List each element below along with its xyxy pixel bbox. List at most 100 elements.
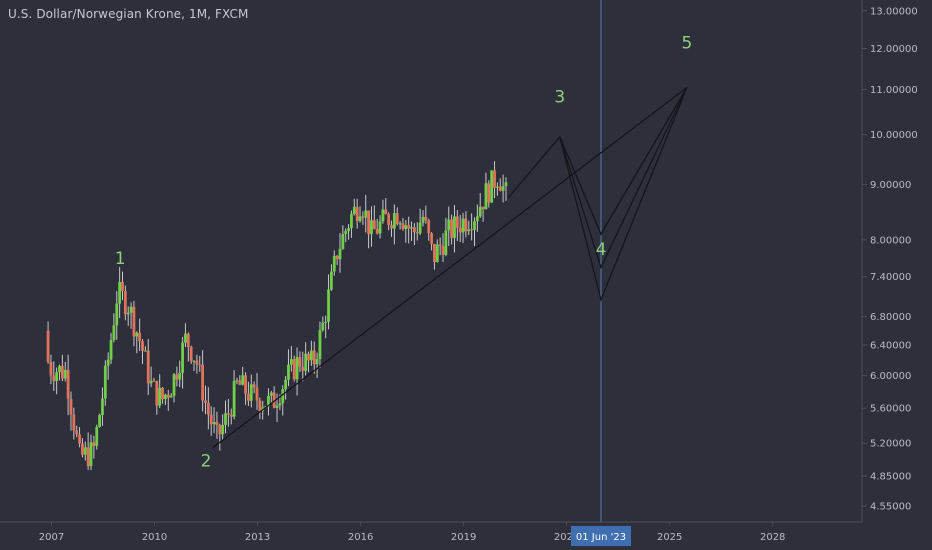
candle-down	[481, 206, 485, 210]
candle-up	[404, 225, 408, 230]
candle-down	[204, 400, 207, 403]
candle-up	[410, 227, 413, 229]
candle-down	[244, 375, 247, 394]
candle-up	[467, 229, 471, 232]
candle-down	[312, 350, 316, 365]
candle-down	[201, 364, 205, 401]
candle-up	[109, 340, 113, 360]
time-tick-label: 2007	[39, 532, 64, 543]
candle-down	[395, 213, 399, 225]
candle-down	[218, 424, 222, 435]
candle-down	[152, 380, 156, 382]
candle-up	[158, 387, 162, 406]
candle-up	[232, 380, 236, 417]
candle-down	[138, 332, 142, 342]
candle-up	[281, 389, 285, 404]
price-tick-label: 12.00000	[870, 44, 918, 55]
candle-up	[63, 369, 67, 379]
candle-down	[226, 413, 230, 415]
price-tick-label: 9.00000	[870, 180, 911, 191]
candle-up	[461, 218, 465, 233]
candle-up	[350, 213, 353, 229]
candle-up	[178, 372, 182, 380]
candle-down	[247, 393, 250, 401]
candle-up	[418, 222, 422, 234]
candle-up	[352, 206, 356, 214]
candle-down	[427, 220, 431, 234]
time-tick-label: 2025	[657, 532, 682, 543]
candle-up	[315, 359, 319, 365]
candle-down	[81, 443, 84, 455]
candle-up	[192, 360, 196, 362]
candle-up	[112, 325, 116, 341]
time-tick-label: 2013	[245, 532, 270, 543]
candle-up	[484, 183, 488, 210]
candle-down	[487, 183, 491, 203]
candle-down	[86, 447, 90, 467]
candle-down	[60, 365, 64, 379]
candle-down	[361, 216, 365, 218]
price-tick-label: 11.00000	[870, 85, 918, 96]
candle-down	[46, 330, 50, 362]
candle-up	[284, 379, 288, 390]
candle-up	[249, 384, 253, 401]
candle-down	[455, 216, 459, 228]
candle-down	[209, 414, 213, 425]
candle-up	[332, 255, 336, 272]
candle-down	[195, 360, 199, 365]
candle-down	[132, 306, 136, 337]
candle-down	[255, 387, 259, 401]
candle-up	[392, 213, 396, 229]
candle-down	[121, 282, 124, 291]
candle-down	[69, 398, 73, 415]
candle-down	[66, 369, 70, 399]
candle-up	[347, 228, 350, 232]
candle-up	[289, 359, 293, 365]
candle-up	[338, 248, 342, 260]
trendline-2-to-5[interactable]	[212, 86, 688, 449]
candle-down	[123, 290, 127, 315]
cursor-date-label: 01 Jun '23	[576, 532, 626, 543]
candle-down	[206, 402, 210, 415]
chart-title: U.S. Dollar/Norwegian Krone, 1M, FXCM	[8, 7, 249, 21]
candle-up	[309, 350, 313, 361]
candle-up	[129, 306, 133, 313]
candle-up	[143, 350, 147, 352]
candle-up	[287, 364, 290, 380]
candle-up	[341, 234, 345, 249]
candle-down	[307, 353, 310, 361]
candle-down	[298, 357, 302, 367]
wave-label-4: 4	[596, 240, 607, 260]
wave-4-alt-b[interactable]	[559, 87, 688, 302]
candle-down	[49, 361, 53, 376]
candle-up	[106, 359, 110, 366]
candle-up	[453, 216, 456, 238]
candle-down	[292, 359, 296, 380]
wave-projection[interactable]	[507, 87, 688, 236]
candle-up	[370, 220, 373, 235]
time-tick-label: 2019	[451, 532, 476, 543]
wave-label-5: 5	[681, 34, 692, 54]
wave-4-alt-a[interactable]	[559, 87, 688, 269]
candle-up	[149, 380, 153, 384]
price-tick-label: 8.00000	[870, 235, 911, 246]
candle-down	[355, 206, 359, 222]
candle-up	[364, 210, 368, 218]
candle-down	[258, 400, 262, 412]
candle-up	[304, 353, 308, 371]
candle-up	[447, 219, 451, 231]
candle-down	[92, 442, 96, 446]
candle-down	[161, 387, 164, 400]
candle-up	[398, 223, 402, 225]
cursor-date-badge	[570, 526, 631, 546]
candle-down	[464, 218, 468, 232]
price-tick-label: 5.20000	[870, 439, 911, 450]
candle-down	[387, 214, 391, 225]
candle-up	[475, 216, 479, 222]
candle-up	[330, 271, 333, 290]
candle-up	[58, 365, 61, 373]
time-tick-label: 2028	[760, 532, 785, 543]
wave-label-2: 2	[201, 451, 212, 471]
candle-down	[175, 374, 179, 380]
